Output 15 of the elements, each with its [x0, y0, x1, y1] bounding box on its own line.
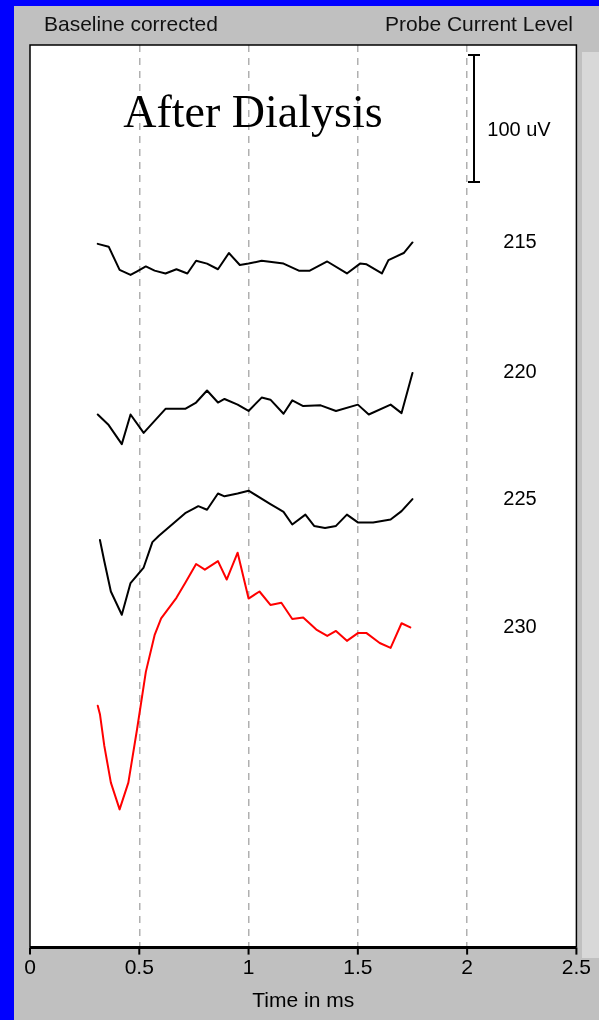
text: Baseline corrected [44, 12, 218, 36]
chart-title: After Dialysis [123, 86, 383, 137]
legend-title: Probe Current Level [385, 12, 573, 36]
text: 225 [503, 486, 537, 509]
x-tick-label: 1.5 [343, 955, 373, 978]
x-tick-label: 2 [461, 955, 473, 978]
text: 220 [503, 360, 537, 383]
x-axis-title: Time in ms [252, 988, 355, 1012]
text: 215 [503, 229, 537, 252]
text: 230 [503, 614, 537, 637]
x-tick-label: 0 [24, 955, 36, 978]
x-tick-label: 0.5 [124, 955, 154, 978]
x-tick-label: 1 [242, 955, 255, 978]
text: 100 uV [487, 117, 552, 140]
x-tick-label: 2.5 [561, 955, 592, 978]
